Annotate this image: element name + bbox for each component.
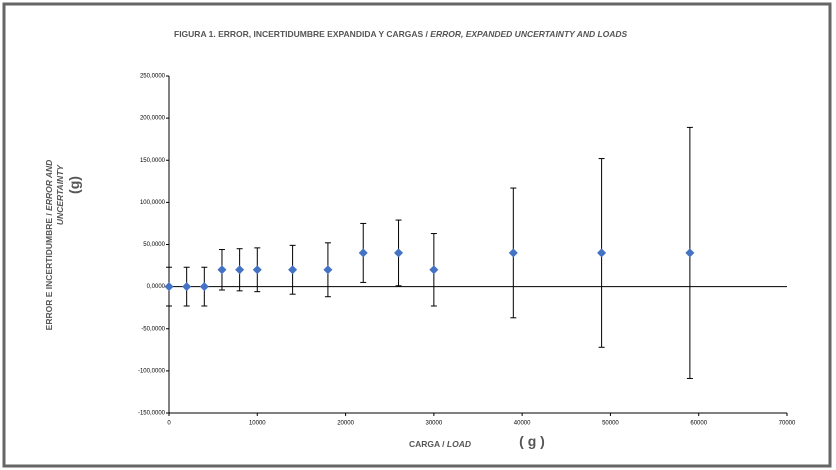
- data-point: [429, 265, 439, 275]
- x-unit: ( g ): [519, 433, 545, 449]
- y-tick-label: 200,0000: [140, 116, 166, 122]
- x-tick-label: 30000: [426, 421, 443, 427]
- y-tick-label: 50,0000: [143, 242, 165, 248]
- x-label-part: LOAD: [447, 439, 471, 449]
- x-tick-label: 0: [167, 421, 171, 427]
- y-tick-label: 150,0000: [140, 158, 166, 164]
- data-point: [164, 282, 174, 292]
- x-axis-label: CARGA / LOAD: [409, 439, 471, 449]
- data-point: [358, 248, 368, 258]
- data-point: [597, 248, 607, 258]
- x-tick-label: 40000: [514, 421, 531, 427]
- y-label-line: ERROR E INCERTIDUMBRE / ERROR AND: [44, 160, 54, 331]
- chart-title: FIGURA 1. ERROR, INCERTIDUMBRE EXPANDIDA…: [174, 29, 628, 39]
- data-point: [323, 265, 333, 275]
- title-italic: ERROR, EXPANDED UNCERTAINTY AND LOADS: [430, 29, 627, 39]
- y-tick-label: -50,0000: [141, 326, 165, 332]
- y-tick-label: 0,0000: [147, 284, 166, 290]
- y-tick-label: -150,0000: [138, 411, 166, 417]
- title-text: FIGURA 1. ERROR, INCERTIDUMBRE EXPANDIDA…: [174, 29, 429, 39]
- x-tick-label: 60000: [690, 421, 707, 427]
- data-point: [217, 265, 227, 275]
- y-label-part: ERROR E INCERTIDUMBRE /: [44, 213, 54, 331]
- y-label-line: UNCERTAINTY: [55, 164, 65, 225]
- y-tick-label: 100,0000: [140, 200, 166, 206]
- data-point: [685, 248, 695, 258]
- data-point: [508, 248, 518, 258]
- y-axis-label: ERROR E INCERTIDUMBRE / ERROR AND UNCERT…: [44, 160, 82, 331]
- y-unit: (g): [66, 176, 82, 194]
- x-label-part: CARGA /: [409, 439, 445, 449]
- data-point: [182, 282, 192, 292]
- x-tick-label: 70000: [779, 421, 796, 427]
- y-tick-label: -100,0000: [138, 368, 166, 374]
- y-label-part: ERROR AND: [44, 160, 54, 211]
- data-point: [288, 265, 298, 275]
- data-point: [235, 265, 245, 275]
- data-point: [199, 282, 209, 292]
- data-point: [394, 248, 404, 258]
- x-tick-label: 20000: [337, 421, 354, 427]
- y-tick-label: 250,0000: [140, 74, 166, 80]
- x-tick-label: 10000: [249, 421, 266, 427]
- x-tick-label: 50000: [602, 421, 619, 427]
- data-point: [252, 265, 262, 275]
